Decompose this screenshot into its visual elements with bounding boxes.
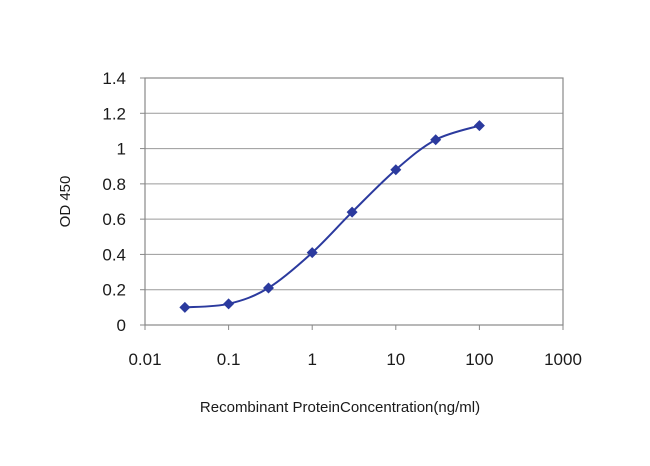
data-point-marker	[262, 282, 274, 294]
y-tick-label: 0.6	[102, 210, 126, 229]
x-tick-label: 0.1	[217, 350, 241, 369]
y-tick-label: 0.2	[102, 281, 126, 300]
data-point-marker	[430, 134, 442, 146]
y-axis-ticks: 0 0.2 0.4 0.6 0.8 1 1.2 1.4	[102, 69, 145, 335]
x-tick-label: 0.01	[128, 350, 161, 369]
y-tick-label: 0.4	[102, 245, 126, 264]
gridlines	[145, 112, 563, 291]
data-point-marker	[473, 120, 485, 132]
series-od450	[179, 120, 485, 313]
data-point-marker	[223, 298, 235, 310]
data-point-marker	[179, 301, 191, 313]
y-tick-label: 0	[117, 316, 126, 335]
y-tick-label: 0.8	[102, 175, 126, 194]
data-point-marker	[390, 164, 402, 176]
x-axis-title: Recombinant ProteinConcentration(ng/ml)	[200, 399, 480, 416]
y-axis-title: OD 450	[57, 176, 74, 228]
x-tick-label: 1000	[544, 350, 582, 369]
x-tick-label: 10	[386, 350, 405, 369]
series-line	[184, 124, 480, 309]
x-axis-ticks: 0.01 0.1 1 10 100 1000	[128, 325, 582, 369]
x-tick-label: 100	[465, 350, 493, 369]
data-point-marker	[306, 247, 318, 259]
y-tick-label: 1.4	[102, 69, 126, 88]
y-tick-label: 1	[117, 140, 126, 159]
data-point-marker	[346, 206, 358, 218]
y-tick-label: 1.2	[102, 104, 126, 123]
plot-area-frame	[144, 77, 564, 326]
x-tick-label: 1	[307, 350, 316, 369]
